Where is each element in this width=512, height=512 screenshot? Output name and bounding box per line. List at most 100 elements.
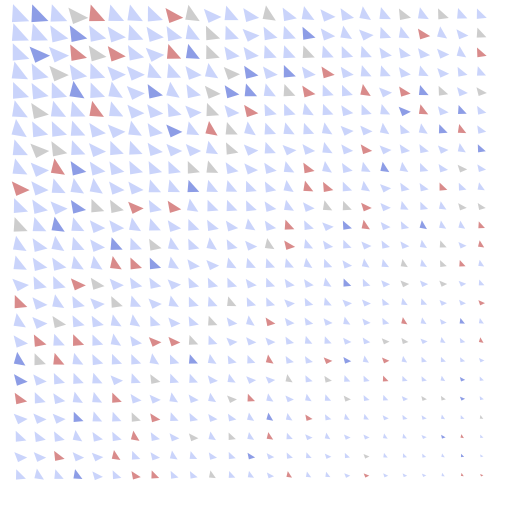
triangle	[169, 354, 180, 365]
triangle	[148, 199, 162, 213]
triangle	[478, 357, 485, 363]
triangle	[167, 103, 182, 118]
triangle	[419, 239, 428, 248]
triangle	[187, 179, 200, 193]
triangle	[421, 356, 427, 363]
triangle	[244, 121, 256, 136]
triangle	[398, 106, 411, 117]
triangle	[323, 318, 333, 326]
triangle	[302, 202, 315, 212]
triangle	[68, 7, 89, 25]
triangle	[224, 85, 240, 99]
triangle	[264, 220, 277, 231]
triangle	[439, 299, 448, 306]
triangle	[131, 373, 141, 384]
triangle	[421, 396, 427, 401]
triangle	[440, 395, 446, 401]
triangle	[109, 278, 124, 290]
triangle	[53, 373, 65, 385]
triangle	[72, 352, 84, 365]
triangle	[72, 296, 85, 309]
triangle	[344, 452, 350, 459]
triangle	[166, 43, 182, 59]
triangle	[358, 29, 374, 41]
triangle	[419, 280, 429, 287]
triangle	[207, 199, 219, 212]
triangle	[400, 258, 408, 268]
triangle	[344, 473, 351, 478]
triangle	[381, 357, 390, 364]
triangle	[305, 471, 312, 478]
triangle	[11, 118, 27, 138]
triangle	[89, 4, 106, 22]
triangle	[147, 5, 163, 22]
triangle	[186, 121, 200, 136]
triangle	[130, 394, 142, 404]
triangle	[167, 279, 182, 290]
triangle	[15, 430, 27, 442]
triangle	[89, 161, 106, 176]
triangle	[170, 412, 179, 422]
triangle	[54, 431, 65, 442]
triangle	[228, 470, 236, 478]
triangle	[323, 357, 333, 365]
triangle	[476, 8, 487, 19]
triangle	[440, 336, 446, 344]
triangle	[188, 316, 199, 327]
triangle	[69, 25, 88, 42]
triangle	[304, 238, 314, 249]
triangle	[107, 124, 126, 139]
triangle	[32, 217, 47, 232]
triangle	[459, 259, 466, 267]
triangle	[457, 143, 466, 153]
triangle	[148, 337, 162, 347]
triangle	[379, 47, 392, 59]
triangle	[438, 8, 449, 20]
triangle	[91, 315, 104, 328]
triangle	[13, 198, 29, 213]
triangle	[151, 470, 160, 479]
triangle	[322, 84, 334, 97]
triangle	[130, 257, 143, 270]
triangle	[285, 412, 293, 421]
triangle	[185, 4, 200, 22]
triangle	[34, 392, 46, 404]
triangle	[439, 318, 447, 325]
triangle	[189, 471, 198, 479]
triangle	[227, 373, 236, 383]
triangle	[341, 84, 353, 97]
triangle	[92, 391, 103, 403]
triangle	[360, 144, 373, 155]
triangle	[247, 452, 256, 460]
triangle	[131, 471, 141, 480]
triangle	[244, 104, 259, 118]
triangle	[284, 278, 295, 288]
triangle	[322, 240, 334, 250]
triangle	[344, 375, 351, 382]
triangle	[284, 299, 295, 308]
triangle	[126, 66, 145, 81]
triangle	[478, 300, 486, 306]
triangle	[379, 122, 390, 135]
triangle	[149, 218, 161, 231]
triangle	[52, 413, 66, 424]
triangle	[363, 473, 370, 478]
triangle	[246, 376, 257, 384]
triangle	[304, 335, 313, 344]
triangle	[244, 163, 259, 175]
triangle	[360, 125, 373, 136]
triangle	[460, 434, 464, 439]
triangle	[131, 412, 141, 422]
triangle	[145, 47, 165, 62]
triangle	[167, 63, 182, 78]
triangle	[51, 121, 68, 137]
triangle	[245, 240, 258, 251]
triangle	[246, 297, 257, 307]
triangle	[185, 66, 202, 80]
triangle	[479, 415, 484, 419]
triangle	[402, 414, 408, 420]
triangle	[363, 413, 369, 420]
triangle	[247, 355, 256, 364]
triangle	[399, 144, 411, 154]
triangle	[440, 375, 446, 382]
